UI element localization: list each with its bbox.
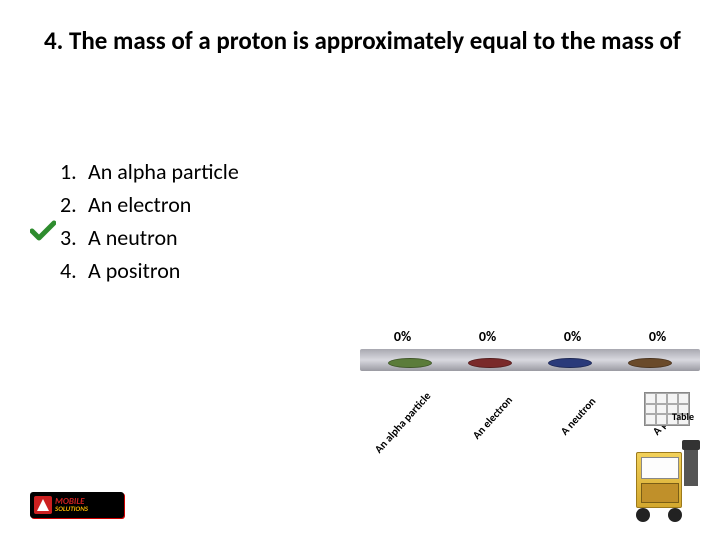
- bar-disc-3: [548, 358, 592, 368]
- answer-option-3[interactable]: 3. A neutron: [60, 224, 239, 251]
- answer-number: 4.: [60, 257, 88, 284]
- chart-label-2: An electron: [470, 394, 515, 442]
- pct-3: 0%: [538, 328, 608, 345]
- logo-text: MOBILE SOLUTIONS: [55, 498, 88, 512]
- chart-base: [360, 349, 700, 371]
- chart-label-3: A neutron: [558, 395, 598, 438]
- table-link-label: Table: [620, 410, 694, 423]
- question-body: The mass of a proton is approximately eq…: [69, 25, 681, 56]
- clicker-device-icon: [626, 446, 700, 522]
- answer-text: A neutron: [88, 224, 178, 251]
- answer-list: 1. An alpha particle 2. An electron 3. A…: [60, 158, 239, 290]
- bar-disc-2: [468, 358, 512, 368]
- pct-1: 0%: [368, 328, 438, 345]
- question-number: 4.: [44, 25, 63, 56]
- checkmark-icon: [30, 220, 56, 242]
- answer-option-2[interactable]: 2. An electron: [60, 191, 239, 218]
- percentage-row: 0% 0% 0% 0%: [360, 328, 700, 345]
- question-text: 4. The mass of a proton is approximately…: [44, 26, 690, 56]
- pct-4: 0%: [623, 328, 693, 345]
- mobile-solutions-logo: MOBILE SOLUTIONS: [30, 492, 124, 518]
- answer-text: An electron: [88, 191, 191, 218]
- answer-option-1[interactable]: 1. An alpha particle: [60, 158, 239, 185]
- bar-disc-1: [388, 358, 432, 368]
- bar-disc-4: [628, 358, 672, 368]
- answer-number: 1.: [60, 158, 88, 185]
- logo-icon: [34, 496, 52, 514]
- answer-text: An alpha particle: [88, 158, 239, 185]
- chart-label-1: An alpha particle: [372, 389, 433, 455]
- answer-number: 3.: [60, 224, 88, 251]
- answer-option-4[interactable]: 4. A positron: [60, 257, 239, 284]
- pct-2: 0%: [453, 328, 523, 345]
- answer-number: 2.: [60, 191, 88, 218]
- answer-text: A positron: [88, 257, 180, 284]
